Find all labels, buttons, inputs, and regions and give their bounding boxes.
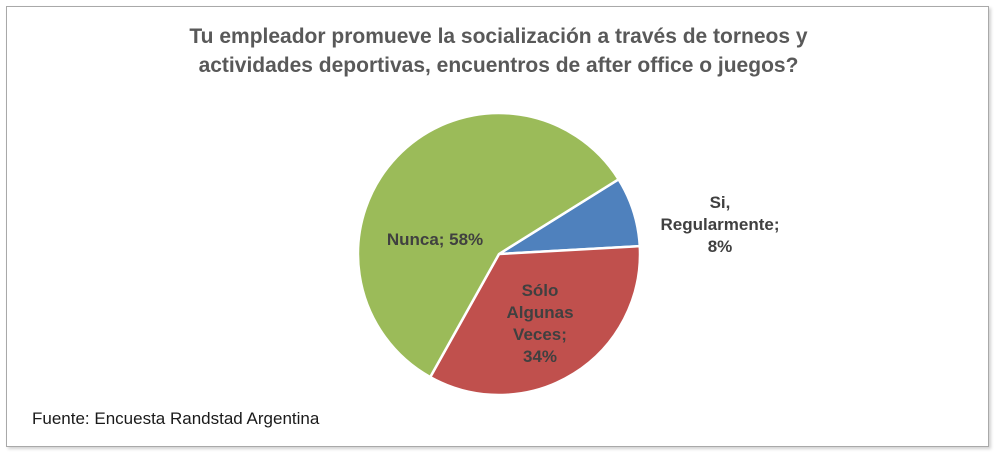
slice-label-solo-algunas-veces: Sólo Algunas Veces; 34% bbox=[480, 280, 600, 368]
slice-label-solo-line-4: 34% bbox=[522, 347, 558, 366]
slice-label-solo-line-2: Algunas bbox=[506, 303, 574, 322]
chart-title-line-1: Tu empleador promueve la socialización a… bbox=[189, 25, 808, 48]
chart-title-line-2: actividades deportivas, encuentros de af… bbox=[198, 54, 799, 77]
slice-label-nunca: Nunca; 58% bbox=[360, 229, 510, 251]
slice-label-solo-line-3: Veces; bbox=[513, 325, 567, 344]
slice-label-si-regularmente: Si, Regularmente; 8% bbox=[640, 192, 800, 258]
slice-label-nunca-line-1: Nunca; 58% bbox=[386, 230, 484, 249]
slice-label-solo-line-1: Sólo bbox=[521, 281, 559, 300]
pie-slice-nunca bbox=[356, 111, 620, 379]
source-note: Fuente: Encuesta Randstad Argentina bbox=[32, 409, 320, 428]
slice-label-si-line-1: Si, bbox=[709, 193, 731, 212]
slice-label-si-line-2: Regularmente; bbox=[660, 215, 780, 234]
slice-label-si-line-3: 8% bbox=[707, 237, 733, 256]
chart-title: Tu empleador promueve la socialización a… bbox=[0, 22, 997, 80]
